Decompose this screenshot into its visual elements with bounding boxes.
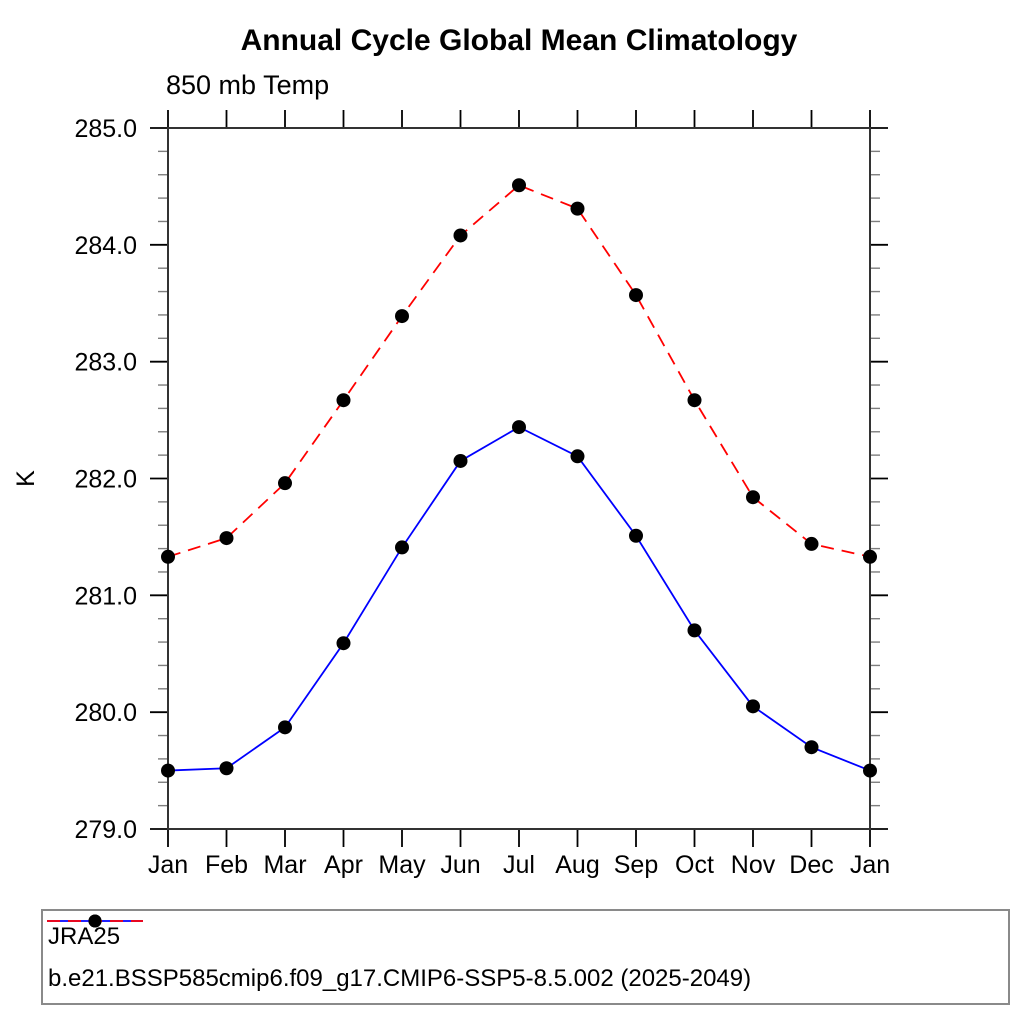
data-point-marker	[687, 623, 702, 638]
x-tick-label: Sep	[614, 851, 658, 879]
y-tick-label: 281.0	[74, 582, 137, 610]
data-point-marker	[746, 699, 760, 714]
legend-row: b.e21.BSSP585cmip6.f09_g17.CMIP6-SSP5-8.…	[43, 914, 1008, 1000]
legend-row: JRA25	[43, 914, 1008, 958]
data-point-marker	[687, 393, 702, 408]
legend-marker-dot	[88, 914, 102, 928]
y-tick-label: 279.0	[74, 816, 137, 844]
data-point-marker	[804, 740, 819, 755]
data-point-marker	[512, 420, 526, 435]
x-tick-label: Oct	[675, 851, 714, 879]
x-tick-label: Nov	[731, 851, 776, 879]
x-tick-label: Apr	[324, 851, 363, 879]
data-point-marker	[746, 490, 760, 505]
data-point-marker	[570, 449, 585, 464]
data-point-marker	[395, 309, 409, 324]
data-point-marker	[570, 201, 585, 216]
legend-series-label: JRA25	[48, 923, 121, 950]
y-tick-label: 280.0	[74, 699, 137, 727]
data-point-marker	[453, 453, 468, 468]
y-tick-label: 283.0	[74, 349, 137, 377]
data-point-marker	[512, 178, 526, 193]
plot-frame	[167, 127, 871, 830]
data-point-marker	[336, 636, 351, 651]
x-tick-label: Mar	[263, 851, 306, 879]
data-point-marker	[161, 763, 175, 778]
data-point-marker	[395, 540, 409, 555]
x-tick-label: Jul	[503, 851, 535, 879]
x-tick-label: Dec	[789, 851, 833, 879]
x-tick-label: Feb	[205, 851, 248, 879]
y-tick-label: 285.0	[74, 115, 137, 143]
legend-box: JRA25 b.e21.BSSP585cmip6.f09_g17.CMIP6-SS…	[41, 909, 1010, 1005]
legend-line-sample	[47, 914, 143, 928]
data-point-marker	[629, 288, 643, 303]
data-point-marker	[278, 476, 292, 491]
data-point-marker	[804, 536, 819, 551]
data-point-marker	[336, 393, 351, 408]
chart-subtitle: 850 mb Temp	[166, 70, 330, 100]
chart-title: Annual Cycle Global Mean Climatology	[240, 24, 798, 57]
x-tick-label: Jan	[148, 851, 188, 879]
series-line-model	[167, 184, 871, 558]
x-axis-tick-labels: Jan Feb Mar Apr May Jun Jul Aug Sep Oct Nov Dec Jan	[148, 851, 890, 879]
data-point-marker	[278, 720, 292, 735]
x-tick-label: May	[378, 851, 426, 879]
x-tick-label: Jun	[440, 851, 480, 879]
axis-ticks	[150, 110, 888, 847]
data-point-marker	[629, 528, 643, 543]
series-markers-jra25	[161, 420, 877, 778]
y-axis-title: K	[12, 470, 40, 487]
y-tick-label: 282.0	[74, 466, 137, 494]
x-tick-label: Jan	[850, 851, 890, 879]
data-point-marker	[219, 761, 234, 776]
y-tick-label: 284.0	[74, 232, 137, 260]
data-point-marker	[863, 763, 877, 778]
data-point-marker	[453, 228, 468, 243]
plot-area: 285.0 284.0 283.0 282.0 281.0 280.0 279.0 Jan Fe…	[12, 110, 890, 879]
y-axis-tick-labels: 285.0 284.0 283.0 282.0 281.0 280.0 279.0	[74, 115, 137, 844]
data-point-marker	[863, 549, 877, 564]
legend-series-label: b.e21.BSSP585cmip6.f09_g17.CMIP6-SSP5-8.…	[48, 965, 752, 992]
series-line-jra25	[167, 426, 871, 772]
data-point-marker	[219, 531, 234, 546]
series-markers-model	[161, 178, 877, 564]
data-point-marker	[161, 549, 175, 564]
x-tick-label: Aug	[555, 851, 599, 879]
